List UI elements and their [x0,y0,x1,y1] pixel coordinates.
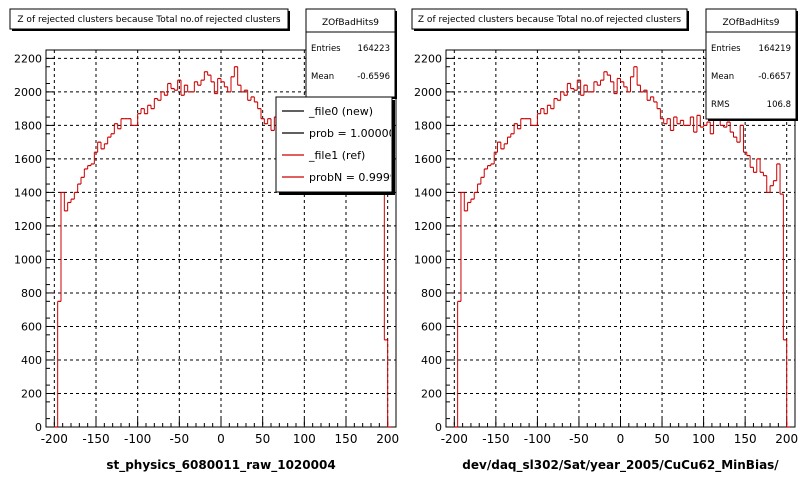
y-tick-label: 0 [35,421,42,434]
stats-value: -0.6657 [758,72,791,82]
x-tick-label: -50 [170,432,190,446]
y-tick-label: 1600 [414,153,442,166]
chart-title: Z of rejected clusters because Total no.… [17,15,280,25]
x-tick-label: -150 [482,432,509,446]
x-tick-label: -100 [124,432,151,446]
y-tick-label: 800 [421,287,442,300]
x-tick-label: -200 [441,432,468,446]
x-axis-label: st_physics_6080011_raw_1020004 [106,458,335,473]
y-tick-label: 1800 [414,119,442,132]
histogram-panel-1: 0200400600800100012001400160018002000220… [9,8,411,473]
stats-label: Entries [311,44,341,54]
title-frame [411,8,688,30]
x-tick-label: 50 [255,432,270,446]
stats-frame [305,8,396,98]
y-tick-label: 2200 [14,52,42,65]
y-tick-label: 200 [421,387,442,400]
y-tick-label: 2000 [14,86,42,99]
x-tick-label: 100 [692,432,715,446]
stats-name: ZOfBadHits9 [722,18,779,28]
y-tick-label: 400 [21,354,42,367]
stats-value: 106.8 [767,100,791,110]
histogram-panel-2: 0200400600800100012001400160018002000220… [411,8,798,473]
y-tick-label: 1200 [414,220,442,233]
y-tick-label: 0 [435,421,442,434]
legend-label: probN = 0.999984 [309,171,411,184]
legend-label: _file1 (ref) [308,149,365,162]
x-tick-label: 0 [217,432,225,446]
y-tick-label: 1600 [14,153,42,166]
stats-value: -0.6596 [357,72,390,82]
stats-label: Entries [711,44,741,54]
legend-label: _file0 (new) [308,105,373,118]
x-axis-label: dev/daq_sl302/Sat/year_2005/CuCu62_MinBi… [462,458,779,473]
chart-title: Z of rejected clusters because Total no.… [418,15,681,25]
y-tick-label: 2000 [414,86,442,99]
y-tick-label: 2200 [414,52,442,65]
y-tick-label: 400 [421,354,442,367]
y-tick-label: 800 [21,287,42,300]
y-tick-label: 600 [21,320,42,333]
y-tick-label: 200 [21,387,42,400]
stats-label: Mean [711,72,734,82]
x-tick-label: 100 [293,432,316,446]
legend-box: _file0 (new) prob = 1.000000 _file1 (ref) p… [275,96,411,195]
y-tick-label: 1200 [14,220,42,233]
x-tick-label: 200 [775,432,798,446]
y-tick-label: 1400 [14,186,42,199]
y-tick-label: 600 [421,320,442,333]
stats-box: ZOfBadHits9 Entries 164219 Mean -0.6657 RMS 10… [705,8,798,121]
x-tick-label: 50 [654,432,669,446]
y-tick-label: 1400 [414,186,442,199]
y-tick-label: 1000 [414,253,442,266]
legend-label: prob = 1.000000 [309,127,403,140]
stats-frame [705,8,797,120]
title-frame [9,8,289,30]
title-box: Z of rejected clusters because Total no.… [9,8,290,31]
legend-entries: _file0 (new) prob = 1.000000 _file1 (ref) p… [282,105,411,184]
histogram-series-1 [454,66,791,428]
x-tick-label: 150 [335,432,358,446]
x-tick-label: 0 [617,432,625,446]
x-tick-label: 150 [734,432,757,446]
stats-box: ZOfBadHits9 Entries 164223 Mean -0.6596 [305,8,397,99]
stats-label: Mean [311,72,334,82]
y-tick-label: 1000 [14,253,42,266]
stats-name: ZOfBadHits9 [322,18,379,28]
y-tick-label: 1800 [14,119,42,132]
x-tick-label: -100 [524,432,551,446]
x-tick-label: -50 [569,432,589,446]
stats-value: 164219 [759,44,791,54]
x-tick-label: 200 [376,432,399,446]
legend-frame [275,96,393,193]
stats-label: RMS [711,100,730,110]
title-box: Z of rejected clusters because Total no.… [411,8,689,31]
stats-value: 164223 [358,44,390,54]
x-tick-label: -200 [41,432,68,446]
x-tick-label: -150 [82,432,109,446]
